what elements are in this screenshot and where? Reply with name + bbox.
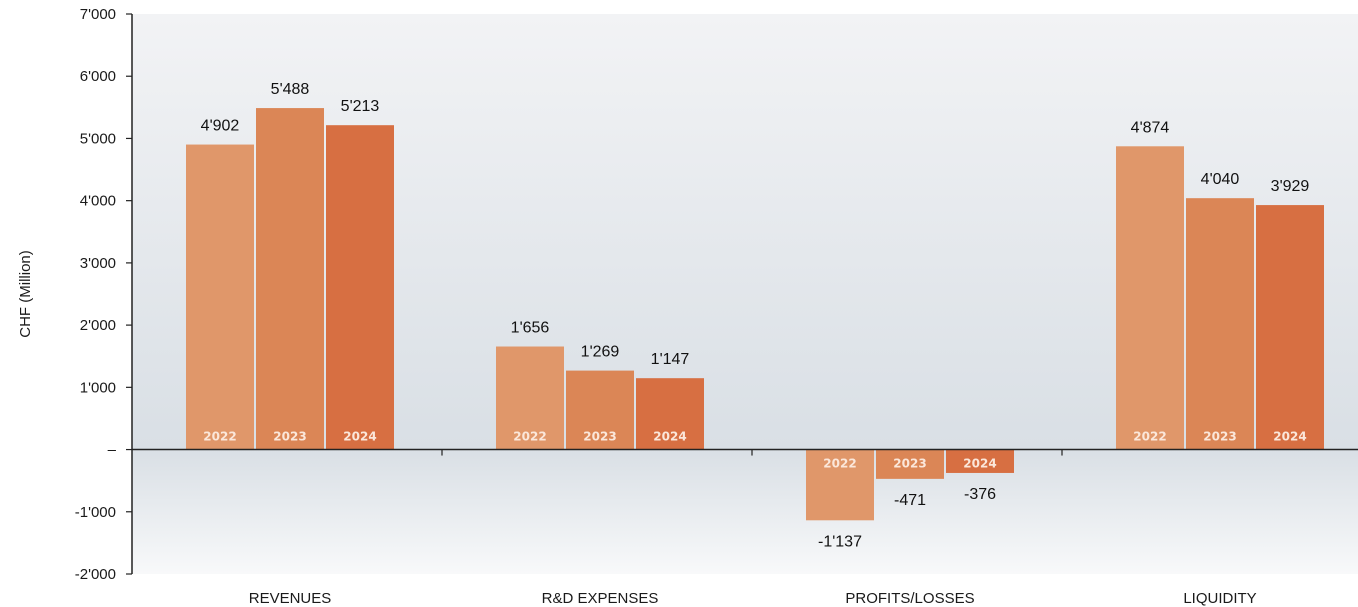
y-tick-label: 4'000 xyxy=(80,193,116,210)
series-label: 2023 xyxy=(893,457,926,471)
category-label: PROFITS/LOSSES xyxy=(845,590,974,607)
bar xyxy=(946,449,1014,473)
labels-layer: 7'000 6'000 5'000 4'000 3'000 2'000 1'000 – -1'0… xyxy=(75,6,1310,607)
bars-layer xyxy=(186,108,1324,521)
data-label: 1'269 xyxy=(581,344,620,361)
bar xyxy=(636,378,704,450)
series-label: 2024 xyxy=(653,430,686,444)
series-label: 2022 xyxy=(203,430,236,444)
category-label: REVENUES xyxy=(249,590,332,607)
y-tick-label: 5'000 xyxy=(80,130,116,147)
series-label: 2024 xyxy=(343,430,376,444)
series-label: 2024 xyxy=(963,457,996,471)
y-tick-label: 7'000 xyxy=(80,6,116,23)
axes-layer xyxy=(126,13,1358,575)
series-label: 2022 xyxy=(1133,430,1166,444)
y-tick-label: 6'000 xyxy=(80,68,116,85)
data-label: 1'656 xyxy=(511,320,550,337)
bar xyxy=(806,449,874,521)
data-label: 1'147 xyxy=(651,351,690,368)
plot-background-negative xyxy=(132,449,1358,574)
bar xyxy=(326,125,394,450)
bar xyxy=(1256,205,1324,450)
y-tick-label: – xyxy=(108,442,117,459)
series-label: 2022 xyxy=(823,457,856,471)
bar xyxy=(186,144,254,450)
data-label: 4'040 xyxy=(1201,171,1240,188)
data-label: -471 xyxy=(894,492,926,509)
data-label: 4'874 xyxy=(1131,119,1170,136)
data-label: 4'902 xyxy=(201,118,240,135)
series-label: 2023 xyxy=(1203,430,1236,444)
y-tick-label: -1'000 xyxy=(75,504,116,521)
category-label: R&D EXPENSES xyxy=(542,590,659,607)
y-tick-label: -2'000 xyxy=(75,566,116,583)
category-label: LIQUIDITY xyxy=(1183,590,1256,607)
bar xyxy=(1186,198,1254,450)
data-label: 5'213 xyxy=(341,98,380,115)
data-label: 5'488 xyxy=(271,81,310,98)
series-label: 2022 xyxy=(513,430,546,444)
bar xyxy=(566,370,634,450)
series-label: 2024 xyxy=(1273,430,1306,444)
bar xyxy=(1116,146,1184,450)
series-label: 2023 xyxy=(273,430,306,444)
y-tick-label: 1'000 xyxy=(80,379,116,396)
bar xyxy=(256,108,324,450)
data-label: -376 xyxy=(964,486,996,503)
bar xyxy=(496,346,564,450)
series-label: 2023 xyxy=(583,430,616,444)
y-tick-label: 3'000 xyxy=(80,255,116,272)
bar xyxy=(876,449,944,479)
data-label: -1'137 xyxy=(818,533,862,550)
y-tick-label: 2'000 xyxy=(80,317,116,334)
y-axis-title: CHF (Million) xyxy=(17,250,34,338)
data-label: 3'929 xyxy=(1271,178,1310,195)
